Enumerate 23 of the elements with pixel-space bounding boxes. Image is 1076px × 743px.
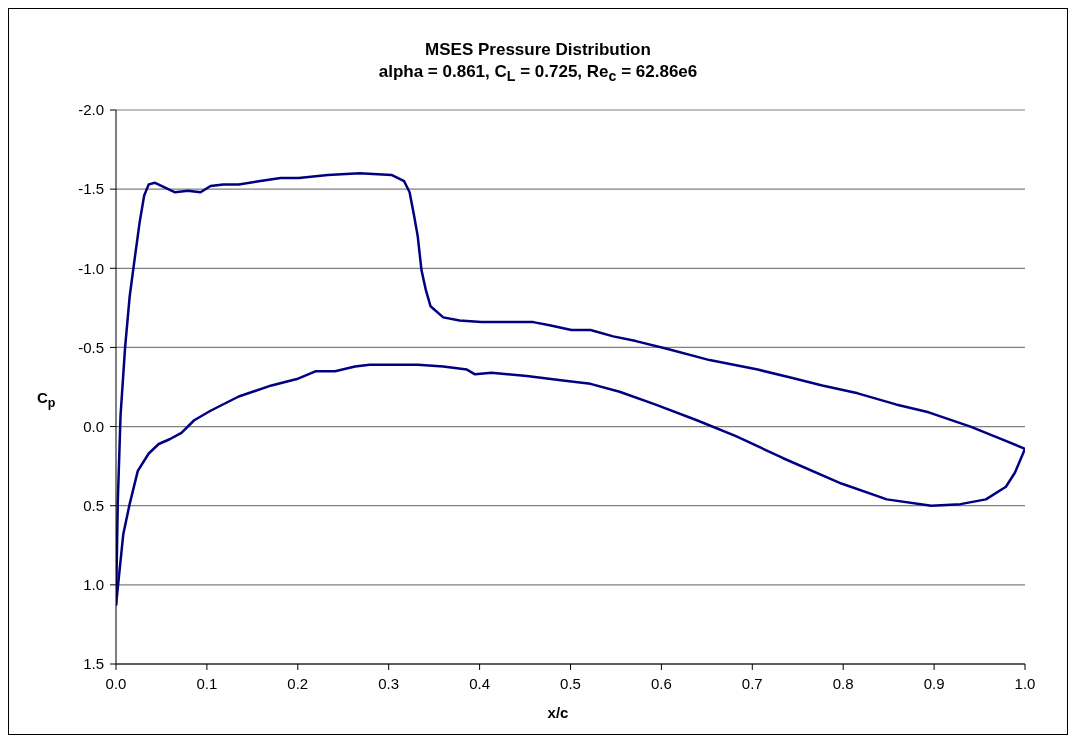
- y-tick-label: -1.0: [78, 259, 104, 277]
- chart-subtitle: alpha = 0.861, C$_{L}$ = 0.725, Re$_{c}$ = 62.86e6: [377, 61, 699, 87]
- y-tick-label: -0.5: [78, 338, 104, 356]
- x-tick-label: 0.0: [105, 674, 127, 692]
- x-axis-title: x/c: [546, 704, 570, 721]
- x-tick-label: 0.4: [469, 674, 491, 692]
- y-tick-label: 0.0: [83, 417, 104, 435]
- x-tick-label: 0.8: [832, 674, 854, 692]
- x-tick-label: 0.3: [378, 674, 400, 692]
- x-tick-label: 0.7: [741, 674, 763, 692]
- x-tick-label: 1.0: [1014, 674, 1036, 692]
- y-tick-label: 1.5: [83, 655, 104, 673]
- x-tick-label: 0.6: [650, 674, 672, 692]
- y-tick-label: 0.5: [83, 497, 104, 515]
- x-tick-label: 0.9: [923, 674, 945, 692]
- y-tick-label: -2.0: [78, 101, 104, 119]
- x-tick-label: 0.1: [196, 674, 218, 692]
- chart-title: MSES Pressure Distribution: [424, 39, 652, 61]
- y-axis-title: C$_{p}$: [37, 389, 56, 410]
- x-tick-label: 0.2: [287, 674, 309, 692]
- x-tick-label: 0.5: [560, 674, 581, 692]
- y-tick-label: -1.5: [78, 180, 104, 198]
- y-tick-label: 1.0: [83, 576, 104, 594]
